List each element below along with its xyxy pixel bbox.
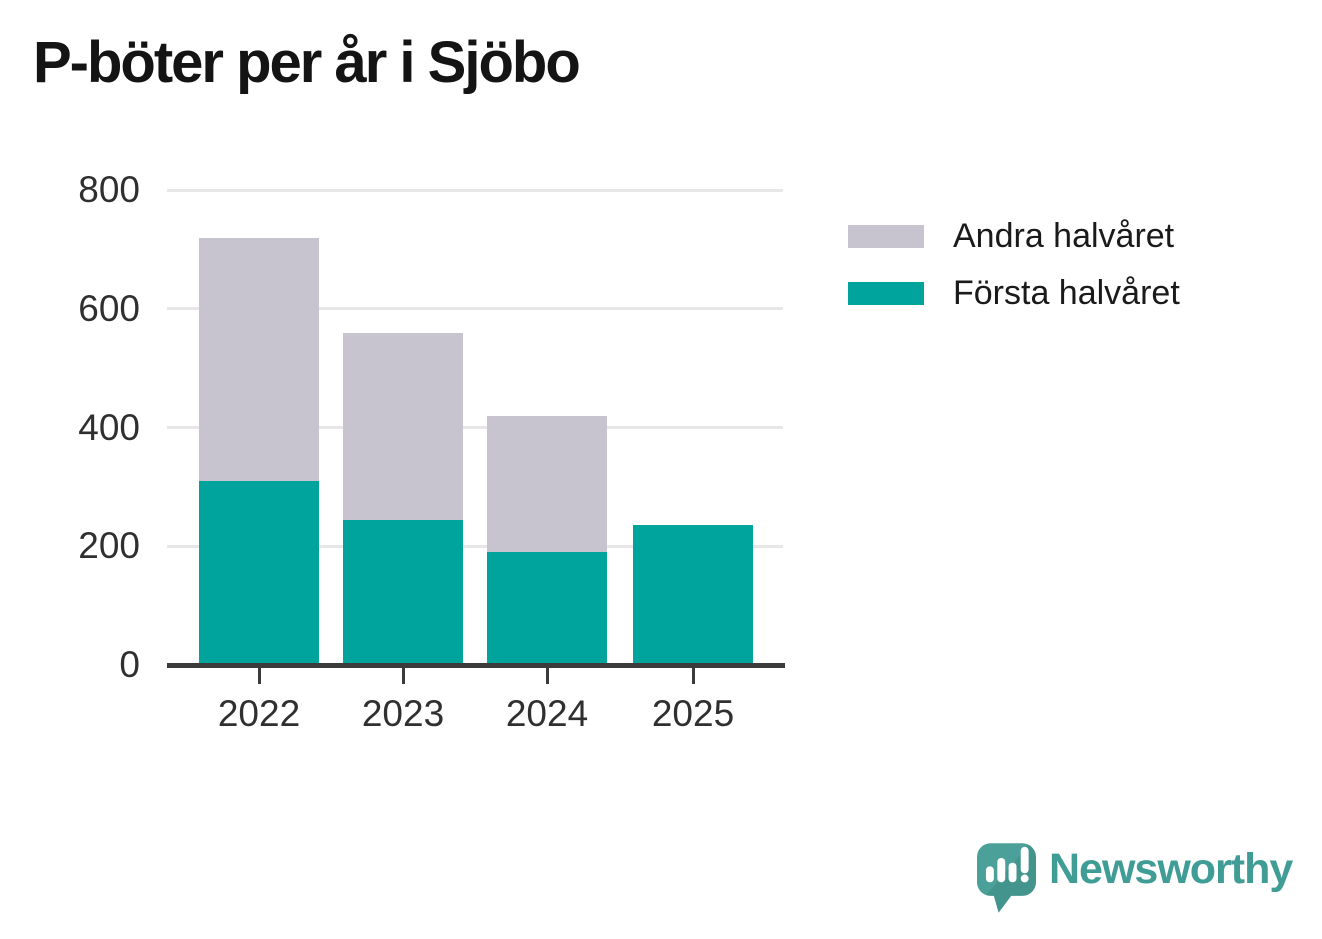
bar-segment-2025-forsta-halvaret	[633, 525, 753, 665]
legend: Andra halvåret Första halvåret	[848, 213, 1180, 327]
legend-label: Första halvåret	[953, 273, 1180, 312]
gridline-600	[167, 307, 783, 311]
x-axis-baseline	[167, 663, 785, 668]
x-axis-tick	[691, 668, 695, 684]
legend-item-andra-halvaret: Andra halvåret	[848, 213, 1180, 259]
bar-segment-2023-andra-halvaret	[343, 332, 463, 520]
newsworthy-brand: Newsworthy	[977, 843, 1293, 914]
legend-swatch	[848, 281, 924, 305]
bar-segment-2022-forsta-halvaret	[199, 480, 319, 665]
y-axis-tick-label: 800	[78, 169, 140, 210]
bar-segment-2024-andra-halvaret	[487, 415, 607, 553]
x-axis-tick-label: 2023	[361, 693, 445, 734]
x-axis-tick-label: 2025	[651, 693, 735, 734]
bar-segment-2023-forsta-halvaret	[343, 519, 463, 665]
bar-segment-2022-andra-halvaret	[199, 237, 319, 481]
x-axis-tick	[545, 668, 549, 684]
speech-bubble-bar-chart-icon	[977, 843, 1036, 913]
y-axis-tick-label: 400	[78, 406, 140, 448]
y-axis-tick-label: 200	[78, 525, 140, 567]
brand-name: Newsworthy	[1049, 845, 1293, 893]
x-axis-tick	[401, 668, 405, 684]
y-axis-tick-label: 0	[119, 644, 140, 685]
gridline-800	[167, 188, 783, 192]
legend-label: Andra halvåret	[953, 216, 1175, 255]
y-axis-tick-label: 600	[78, 287, 140, 329]
gridline-200	[167, 544, 783, 548]
x-axis-tick	[257, 668, 261, 684]
x-axis-tick-label: 2022	[217, 693, 301, 734]
gridline-400	[167, 426, 783, 429]
x-axis-tick-label: 2024	[505, 693, 589, 734]
legend-item-forsta-halvaret: Första halvåret	[848, 270, 1180, 316]
legend-swatch	[848, 224, 924, 248]
bar-segment-2024-forsta-halvaret	[487, 552, 607, 665]
chart-title: P-böter per år i Sjöbo	[33, 30, 581, 95]
